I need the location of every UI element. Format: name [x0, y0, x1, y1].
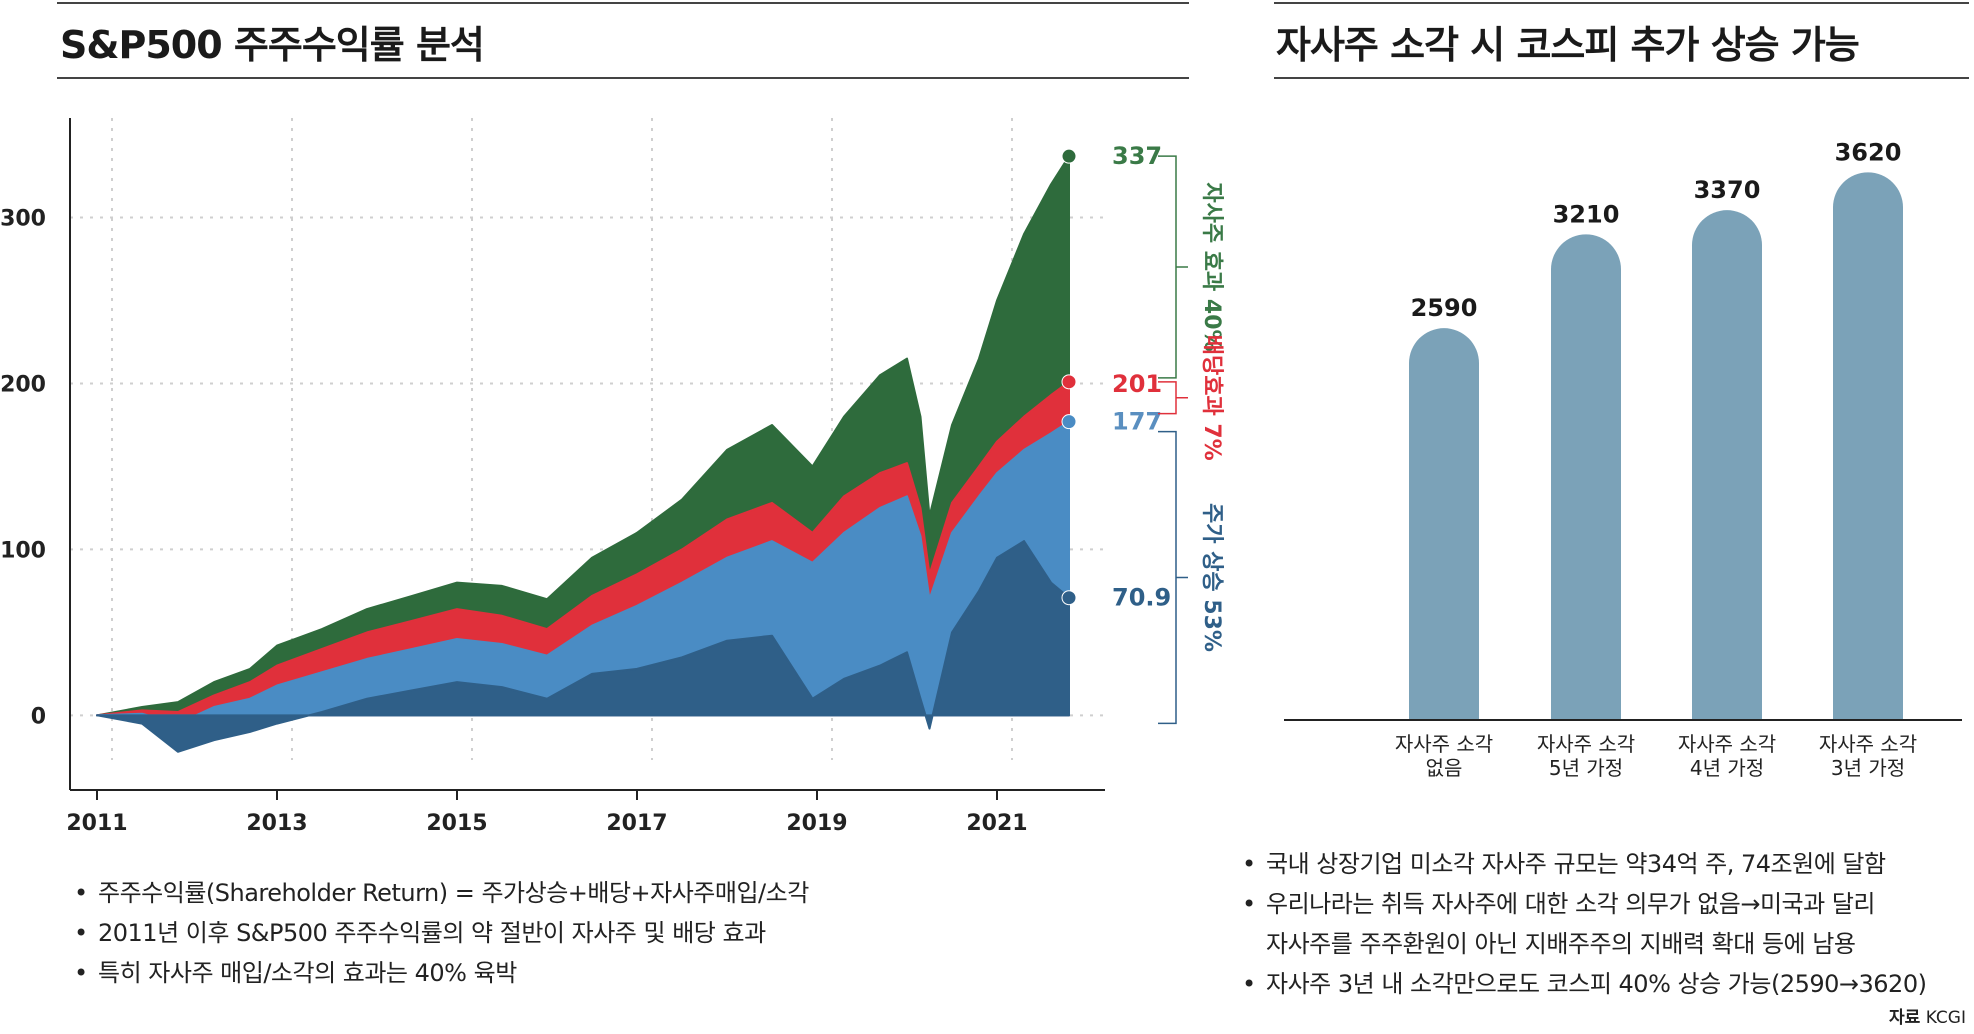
y-tick-label: 200 [0, 372, 46, 397]
bar [1833, 172, 1903, 720]
x-tick-label: 2015 [426, 811, 487, 836]
bar-category-label: 4년 가정 [1690, 756, 1764, 780]
left-panel-title: S&P500 주주수익률 분석 [60, 23, 485, 67]
bracket-line [1158, 155, 1188, 379]
bar-category-label: 5년 가정 [1549, 756, 1623, 780]
y-tick-label: 100 [0, 538, 46, 563]
bar-category-label: 자사주 소각 [1819, 732, 1917, 756]
left-title-rule [57, 77, 1189, 79]
series-end-label: 201 [1112, 370, 1162, 398]
left-note-2-text: 2011년 이후 S&P500 주주수익률의 약 절반이 자사주 및 배당 효과 [98, 919, 766, 947]
bar-category-label: 3년 가정 [1831, 756, 1905, 780]
bar-value-label: 3210 [1553, 200, 1620, 228]
right-panel-title: 자사주 소각 시 코스피 추가 상승 가능 [1276, 23, 1860, 67]
y-tick-label: 300 [0, 207, 46, 232]
series-end-label: 177 [1112, 408, 1162, 436]
left-top-rule [57, 2, 1189, 4]
price-area [96, 420, 1070, 725]
left-notes: 주주수익률(Shareholder Return) = 주가상승+배당+자사주매… [74, 873, 1174, 993]
series-end-label: 337 [1112, 142, 1162, 170]
left-note-3-text: 특히 자사주 매입/소각의 효과는 40% 육박 [98, 959, 517, 987]
bar-category-label: 자사주 소각 [1395, 732, 1493, 756]
x-tick-label: 2019 [786, 811, 847, 836]
bracket-label: 주가 상승 53% [1199, 503, 1224, 652]
source-label: 자료 [1889, 1008, 1921, 1028]
bracket-label: 배당효과 7% [1199, 335, 1224, 461]
series-end-point [1061, 374, 1077, 390]
bar-value-label: 3370 [1694, 176, 1761, 204]
right-note-3: 자사주 3년 내 소각만으로도 코스피 40% 상승 가능(2590→3620) [1242, 964, 1962, 1004]
bar-category-label: 자사주 소각 [1678, 732, 1776, 756]
x-tick-label: 2021 [966, 811, 1027, 836]
right-note-2-text: 우리나라는 취득 자사주에 대한 소각 의무가 없음→미국과 달리 [1266, 890, 1876, 918]
right-note-2-cont: 자사주를 주주환원이 아닌 지배주주의 지배력 확대 등에 남용 [1266, 930, 1856, 958]
bar [1409, 328, 1479, 720]
bar-category-label: 자사주 소각 [1537, 732, 1635, 756]
left-note-1: 주주수익률(Shareholder Return) = 주가상승+배당+자사주매… [74, 873, 1174, 913]
right-note-1-text: 국내 상장기업 미소각 자사주 규모는 약34억 주, 74조원에 달함 [1266, 850, 1886, 878]
series-end-point [1061, 148, 1077, 164]
right-note-3-text: 자사주 3년 내 소각만으로도 코스피 40% 상승 가능(2590→3620) [1266, 970, 1927, 998]
x-tick-label: 2017 [606, 811, 667, 836]
y-tick-label: 0 [31, 704, 46, 729]
source-name: KCGI [1925, 1008, 1966, 1028]
shareholder-return-chart: 0 100 200 300 2011 2013 2015 2017 2019 2021 337 201… [0, 118, 1224, 836]
bracket-label: 자사주 효과 40% [1199, 182, 1224, 351]
series-end-point [1061, 414, 1077, 430]
bracket-line [1158, 381, 1188, 415]
source-credit: 자료 KCGI [1889, 1003, 1966, 1028]
right-top-rule [1274, 2, 1969, 4]
right-notes: 국내 상장기업 미소각 자사주 규모는 약34억 주, 74조원에 달함 우리나… [1242, 844, 1962, 1004]
x-tick-label: 2013 [246, 811, 307, 836]
series-end-point [1061, 590, 1077, 606]
left-note-3: 특히 자사주 매입/소각의 효과는 40% 육박 [74, 953, 1174, 993]
bar-category-label: 없음 [1426, 756, 1463, 780]
bar [1551, 234, 1621, 720]
right-title-rule [1274, 77, 1969, 79]
left-note-1-text: 주주수익률(Shareholder Return) = 주가상승+배당+자사주매… [98, 879, 809, 907]
bar-value-label: 3620 [1835, 138, 1902, 166]
series-end-label: 70.9 [1112, 584, 1171, 612]
bracket-line [1158, 430, 1188, 725]
left-note-2: 2011년 이후 S&P500 주주수익률의 약 절반이 자사주 및 배당 효과 [74, 913, 1174, 953]
bar [1692, 210, 1762, 720]
right-note-1: 국내 상장기업 미소각 자사주 규모는 약34억 주, 74조원에 달함 [1242, 844, 1962, 884]
bar-value-label: 2590 [1411, 294, 1478, 322]
x-tick-label: 2011 [66, 811, 127, 836]
base-area [96, 540, 1070, 753]
